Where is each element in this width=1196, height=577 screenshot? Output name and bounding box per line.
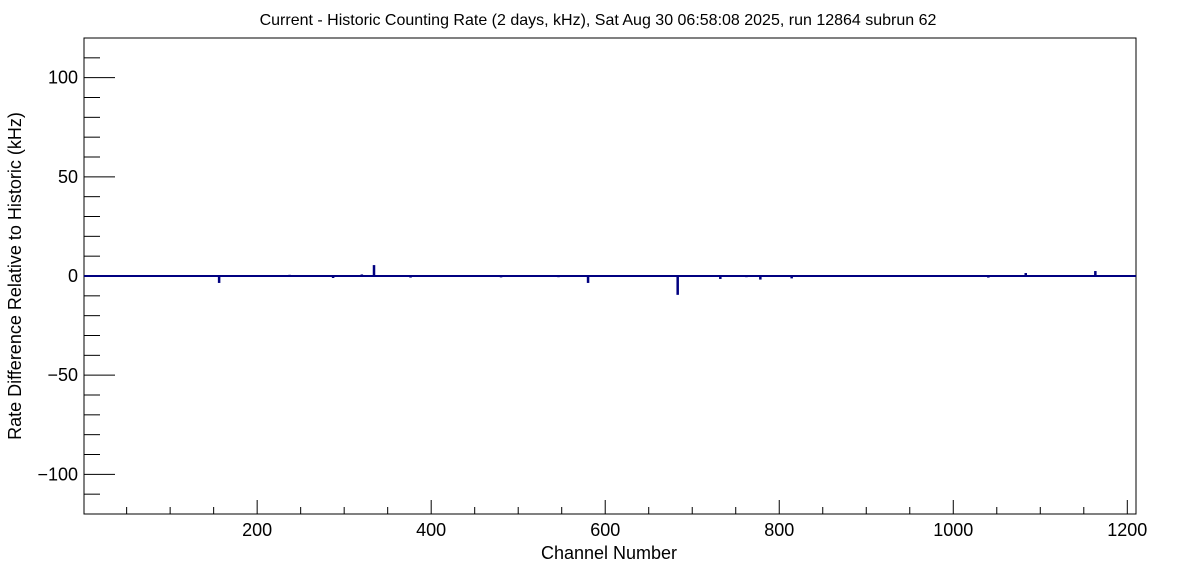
data-bar <box>288 274 291 276</box>
y-tick-label: −100 <box>37 464 78 484</box>
data-bar <box>372 265 376 276</box>
x-tick-label: 1000 <box>933 520 973 540</box>
x-tick-label: 400 <box>416 520 446 540</box>
y-tick-label: −50 <box>47 365 78 385</box>
y-tick-label: 50 <box>58 167 78 187</box>
x-tick-label: 1200 <box>1107 520 1147 540</box>
data-bar <box>1094 271 1097 276</box>
x-tick-label: 600 <box>590 520 620 540</box>
data-bar <box>531 275 534 277</box>
data-bar <box>360 274 364 276</box>
x-tick-label: 800 <box>764 520 794 540</box>
y-tick-label: 100 <box>48 68 78 88</box>
data-bar <box>987 276 990 278</box>
data-bar <box>331 276 335 278</box>
plot-area: −100 −50 0 50 100 200 400 600 800 1000 1200 <box>37 37 1147 540</box>
x-axis-label: Channel Number <box>541 543 677 563</box>
data-bar <box>217 276 221 283</box>
data-bar <box>719 276 722 279</box>
y-tick-label: 0 <box>68 266 78 286</box>
data-bar <box>1024 273 1027 276</box>
data-bar <box>499 276 503 278</box>
x-tick-label: 200 <box>242 520 272 540</box>
data-bar <box>557 276 560 278</box>
chart-title: Current - Historic Counting Rate (2 days… <box>260 12 937 29</box>
data-bar <box>790 276 793 279</box>
data-bar <box>759 276 762 280</box>
data-bar <box>676 276 679 295</box>
data-bar <box>745 276 748 278</box>
data-bar <box>409 276 412 278</box>
data-bar <box>586 276 590 283</box>
y-axis-label: Rate Difference Relative to Historic (kH… <box>5 112 25 440</box>
